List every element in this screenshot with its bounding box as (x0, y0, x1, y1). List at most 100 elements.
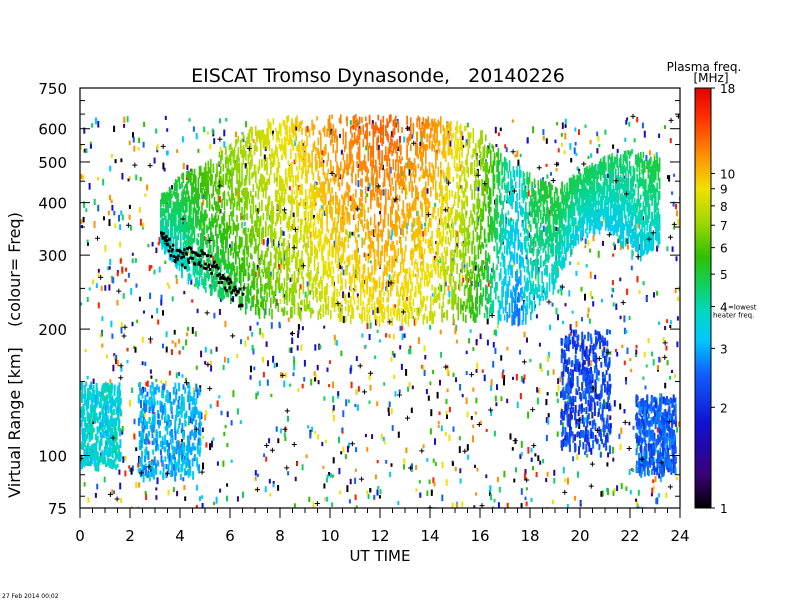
f-echo (261, 199, 263, 212)
f-echo (225, 290, 227, 295)
f-echo (390, 206, 392, 215)
f-echo (406, 230, 408, 235)
f-echo (358, 128, 361, 141)
f-echo (362, 284, 365, 294)
f-echo (356, 260, 358, 270)
f-echo (422, 187, 425, 195)
noise-echo (267, 237, 269, 245)
noise-echo (379, 229, 382, 233)
f-echo (348, 155, 351, 163)
f-echo (343, 160, 346, 166)
f-echo (393, 308, 396, 316)
f-echo (190, 249, 192, 258)
f-echo (441, 309, 443, 317)
f-echo (178, 210, 181, 217)
noise-echo (99, 332, 102, 338)
f-echo (300, 150, 302, 159)
f-echo (238, 276, 241, 282)
f-echo (386, 156, 388, 165)
f-echo (448, 189, 451, 195)
f-echo (313, 231, 316, 236)
noise-echo (631, 468, 633, 472)
f-echo (343, 237, 346, 244)
f-echo (318, 308, 321, 316)
noise-echo (184, 496, 187, 501)
noise-echo (262, 372, 265, 378)
noise-echo (586, 232, 589, 239)
f-echo (423, 186, 426, 195)
f-echo (418, 240, 421, 252)
f-echo (417, 154, 420, 160)
noise-echo (108, 266, 111, 270)
noise-echo (635, 498, 637, 502)
f-echo (353, 115, 356, 124)
noise-echo (351, 231, 354, 236)
noise-echo (586, 313, 589, 318)
f-echo (235, 162, 237, 171)
f-echo (251, 195, 253, 204)
f-echo (383, 205, 386, 214)
f-echo (211, 213, 213, 224)
noise-echo (625, 119, 628, 125)
f-echo (245, 239, 247, 248)
noise-echo (518, 269, 521, 273)
f-echo (392, 146, 395, 152)
noise-echo (110, 199, 113, 204)
noise-echo (498, 486, 501, 493)
f-echo (388, 255, 391, 264)
f-echo (205, 287, 207, 293)
noise-echo (467, 278, 470, 283)
f-echo (311, 251, 313, 257)
f-echo (425, 118, 427, 130)
f-echo (387, 133, 390, 143)
f-echo (427, 201, 430, 212)
f-echo (421, 304, 423, 309)
f-echo (397, 272, 400, 284)
f-echo (303, 235, 306, 242)
f-echo (411, 192, 413, 198)
f-echo (257, 166, 260, 174)
f-echo (336, 195, 338, 201)
f-echo (442, 262, 445, 271)
f-echo (308, 193, 311, 199)
f-echo (360, 178, 362, 187)
f-echo (305, 126, 307, 136)
f-echo (402, 173, 405, 180)
noise-echo (284, 372, 287, 378)
noise-echo (245, 121, 248, 128)
f-echo (427, 241, 430, 247)
f-echo (198, 274, 201, 287)
f-echo (412, 298, 415, 305)
noise-echo (201, 503, 204, 508)
f-echo (253, 246, 256, 254)
f-echo (361, 306, 363, 319)
noise-echo (225, 268, 228, 274)
f-echo (447, 299, 450, 305)
f-echo (186, 181, 188, 194)
noise-echo (213, 501, 216, 506)
noise-echo (230, 420, 233, 426)
f-echo (181, 173, 183, 180)
noise-echo (326, 189, 329, 194)
noise-echo (431, 293, 434, 297)
f-echo (417, 191, 420, 201)
f-echo (312, 192, 315, 201)
f-echo (426, 144, 428, 151)
f-echo (231, 262, 233, 272)
f-echo (255, 193, 257, 198)
noise-echo (575, 270, 578, 276)
f-echo (408, 311, 411, 319)
f-echo (285, 188, 287, 195)
noise-echo (164, 380, 167, 386)
f-echo (425, 216, 427, 223)
f-echo (388, 263, 391, 272)
f-echo (272, 205, 275, 213)
noise-echo (114, 159, 117, 164)
f-echo (330, 123, 332, 130)
noise-echo (676, 316, 679, 321)
f-echo (358, 212, 361, 221)
f-echo (165, 243, 167, 254)
noise-echo (155, 487, 158, 491)
f-echo (395, 165, 397, 172)
f-echo (367, 221, 370, 232)
